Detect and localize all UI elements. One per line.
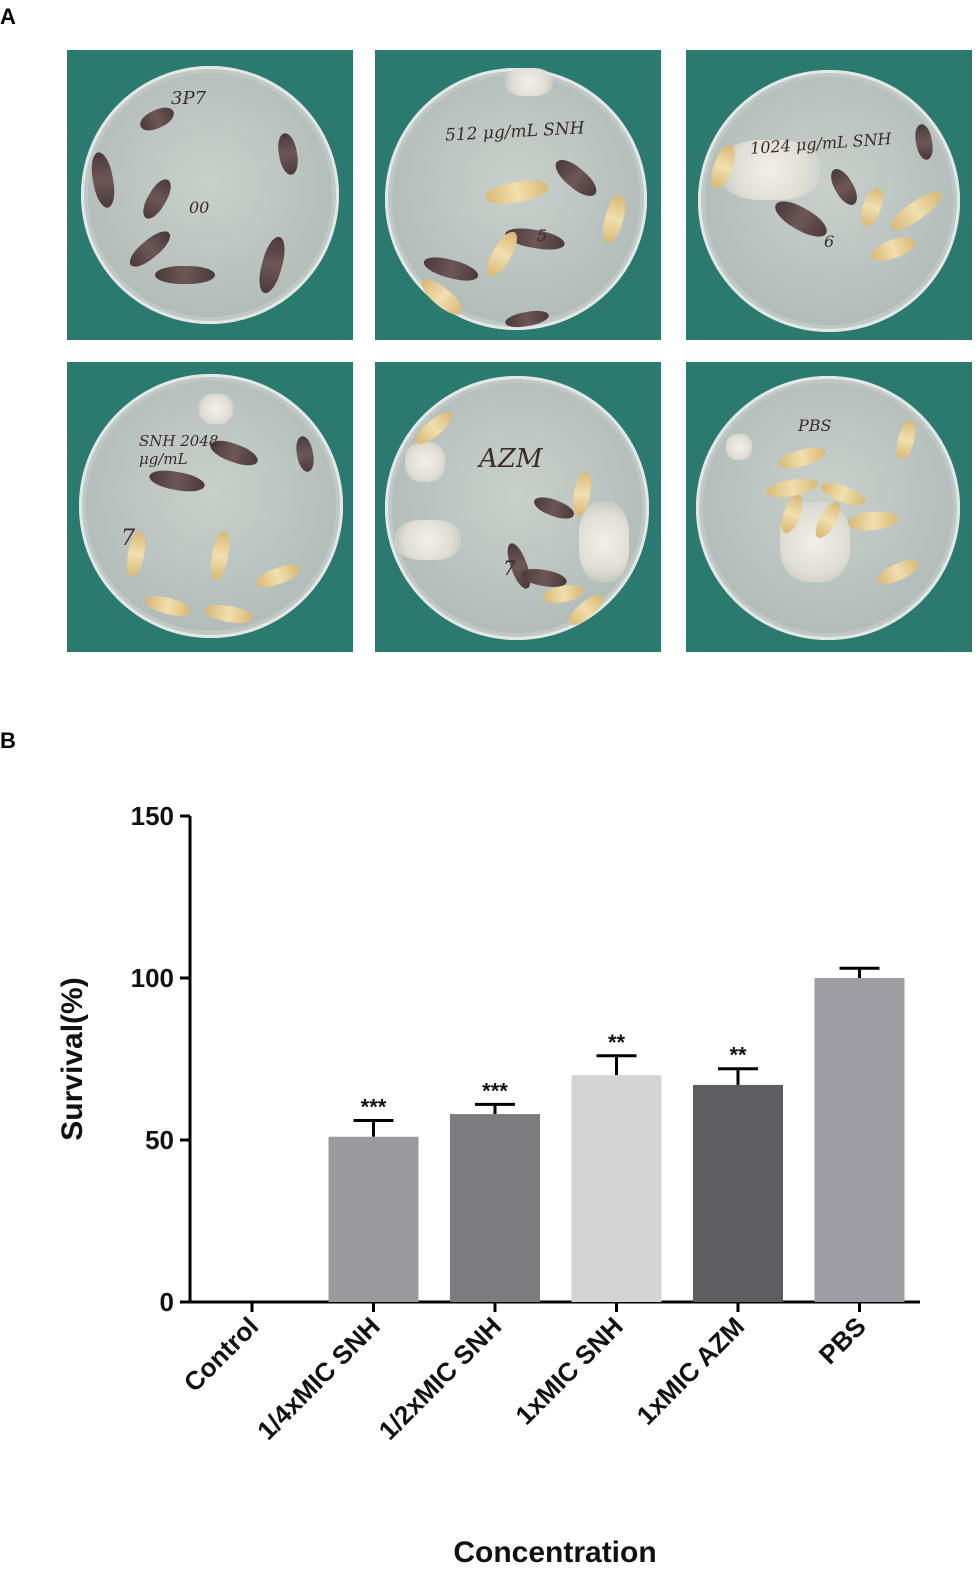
x-tick-label: PBS	[813, 1311, 872, 1370]
silk-web	[199, 394, 233, 424]
y-tick-label: 100	[131, 963, 174, 993]
silk-web	[395, 520, 461, 560]
survival-bar-chart: 0 50 100 150 Control *** 1/4xMIC SNH *** 1/2xMIC…	[56, 801, 920, 1569]
bar	[814, 978, 905, 1302]
larva-dark	[155, 266, 215, 284]
dish-label: PBS	[798, 416, 832, 435]
panel-a-label: A	[0, 4, 16, 29]
dish-number: 5	[537, 226, 548, 245]
x-tick-label: Control	[178, 1311, 265, 1398]
photo-2048-snh: SNH 2048 μg/mL 7	[67, 362, 353, 652]
dish-label: SNH 2048 μg/mL	[139, 432, 219, 468]
x-tick-label: 1xMIC SNH	[509, 1311, 628, 1430]
panel-b-label: B	[0, 728, 16, 753]
x-tick-label: 1/4xMIC SNH	[251, 1311, 386, 1446]
dish-number: 7	[121, 526, 135, 551]
photo-pbs: PBS	[686, 362, 972, 652]
dish-label: AZM	[479, 444, 543, 474]
significance-label: **	[608, 1030, 626, 1055]
photo-grid: 3P7 00 512 μg/mL SNH 5 1024 μg/mL SNH 6	[0, 0, 979, 680]
photo-control: 3P7 00	[67, 50, 353, 340]
significance-label: ***	[482, 1078, 508, 1103]
y-axis-title: Survival(%)	[56, 977, 89, 1140]
photo-512-snh: 512 μg/mL SNH 5	[375, 50, 661, 340]
dish-number: 7	[503, 556, 516, 580]
significance-label: ***	[361, 1095, 387, 1120]
x-tick-label: 1/2xMIC SNH	[373, 1311, 508, 1446]
silk-web	[405, 442, 445, 482]
silk-web	[726, 434, 752, 460]
y-tick-label: 0	[160, 1287, 174, 1317]
dish-number: 6	[824, 232, 835, 251]
y-tick-label: 50	[145, 1125, 174, 1155]
silk-web	[505, 68, 553, 96]
bar	[571, 1075, 662, 1302]
bar	[693, 1084, 783, 1302]
petri-dish	[81, 66, 339, 324]
bar	[328, 1136, 419, 1302]
bar	[450, 1114, 540, 1302]
y-tick-label: 150	[131, 801, 174, 831]
silk-web	[579, 502, 629, 582]
dish-label: 3P7	[171, 88, 207, 109]
dish-number: 00	[189, 198, 210, 217]
x-tick-label: 1xMIC AZM	[631, 1311, 751, 1431]
photo-1024-snh: 1024 μg/mL SNH 6	[686, 50, 972, 340]
x-axis-title: Concentration	[453, 1536, 656, 1569]
significance-label: **	[729, 1043, 747, 1068]
silk-web	[720, 140, 820, 200]
photo-azm: AZM 7	[375, 362, 661, 652]
